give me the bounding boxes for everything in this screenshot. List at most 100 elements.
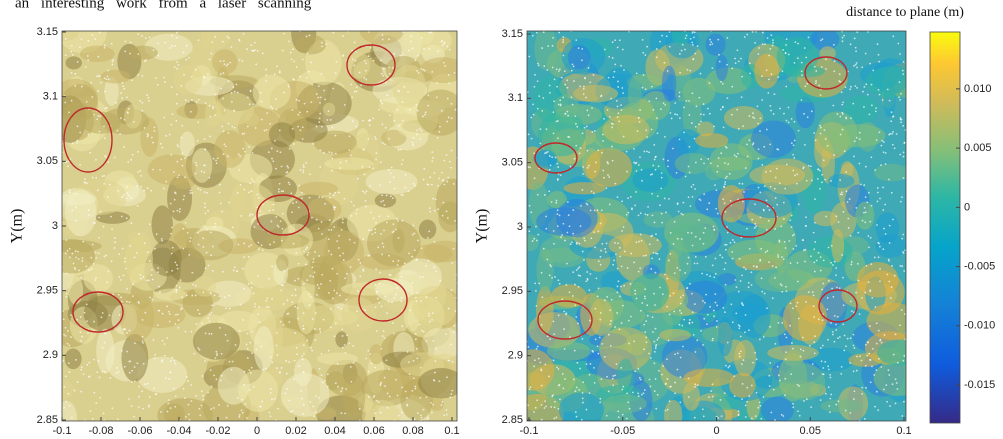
texture-dot xyxy=(375,284,377,286)
texture-dot xyxy=(231,92,233,94)
texture-dot xyxy=(186,376,188,378)
texture-dot xyxy=(116,367,118,369)
texture-dot xyxy=(539,362,541,364)
texture-dot xyxy=(275,216,277,218)
texture-dot xyxy=(791,215,793,217)
texture-dot xyxy=(310,347,312,349)
texture-dot xyxy=(178,175,180,177)
texture-dot xyxy=(293,143,295,145)
texture-dot xyxy=(737,153,739,155)
texture-dot xyxy=(179,287,181,289)
texture-dot xyxy=(294,280,296,282)
texture-dot xyxy=(266,297,268,299)
texture-dot xyxy=(120,92,122,94)
texture-dot xyxy=(185,59,187,61)
texture-dot xyxy=(446,121,448,123)
texture-dot xyxy=(186,45,188,47)
texture-dot xyxy=(902,70,904,72)
texture-dot xyxy=(243,243,245,245)
texture-blob xyxy=(68,276,83,304)
texture-dot xyxy=(574,350,576,352)
texture-dot xyxy=(365,70,367,72)
texture-dot xyxy=(392,223,394,225)
texture-dot xyxy=(578,274,580,276)
texture-dot xyxy=(621,389,623,391)
texture-dot xyxy=(763,396,765,398)
texture-dot xyxy=(659,258,661,260)
texture-dot xyxy=(818,252,820,254)
texture-dot xyxy=(646,341,648,343)
texture-dot xyxy=(869,359,871,361)
texture-dot xyxy=(211,53,213,55)
texture-dot xyxy=(748,286,750,288)
texture-dot xyxy=(431,160,433,162)
texture-dot xyxy=(724,211,726,213)
texture-dot xyxy=(564,378,566,380)
texture-dot xyxy=(696,105,698,107)
texture-dot xyxy=(892,219,894,221)
texture-dot xyxy=(102,347,104,349)
texture-dot xyxy=(779,241,781,243)
texture-dot xyxy=(784,188,786,190)
texture-dot xyxy=(554,78,556,80)
texture-dot xyxy=(680,312,682,314)
texture-dot xyxy=(623,69,625,71)
texture-dot xyxy=(757,407,759,409)
texture-dot xyxy=(861,297,863,299)
texture-dot xyxy=(598,287,600,289)
texture-dot xyxy=(558,368,560,370)
texture-dot xyxy=(726,244,728,246)
texture-dot xyxy=(850,86,852,88)
texture-dot xyxy=(579,266,581,268)
texture-dot xyxy=(363,149,365,151)
texture-dot xyxy=(549,338,551,340)
texture-dot xyxy=(287,167,289,169)
texture-dot xyxy=(240,304,242,306)
texture-dot xyxy=(875,306,877,308)
texture-dot xyxy=(246,417,248,419)
texture-dot xyxy=(889,242,891,244)
y-tick-label: 3.15 xyxy=(37,26,58,38)
texture-dot xyxy=(321,42,323,44)
texture-dot xyxy=(711,67,713,69)
x-tick-label: -0.05 xyxy=(610,425,635,437)
texture-dot xyxy=(841,91,843,93)
texture-dot xyxy=(663,158,665,160)
texture-dot xyxy=(260,346,262,348)
texture-dot xyxy=(306,35,308,37)
texture-dot xyxy=(99,211,101,213)
texture-dot xyxy=(845,190,847,192)
texture-dot xyxy=(586,110,588,112)
texture-dot xyxy=(840,134,842,136)
texture-dot xyxy=(144,242,146,244)
texture-dot xyxy=(687,263,689,265)
texture-dot xyxy=(450,167,452,169)
texture-dot xyxy=(766,129,768,131)
texture-dot xyxy=(286,388,288,390)
texture-dot xyxy=(878,61,880,63)
texture-dot xyxy=(125,268,127,270)
texture-dot xyxy=(880,145,882,147)
texture-dot xyxy=(597,295,599,297)
texture-dot xyxy=(530,386,532,388)
texture-dot xyxy=(363,77,365,79)
texture-dot xyxy=(579,153,581,155)
texture-dot xyxy=(401,276,403,278)
texture-dot xyxy=(580,225,582,227)
texture-dot xyxy=(768,55,770,57)
texture-dot xyxy=(299,76,301,78)
texture-dot xyxy=(772,297,774,299)
texture-dot xyxy=(242,60,244,62)
texture-dot xyxy=(121,97,123,99)
texture-dot xyxy=(382,242,384,244)
texture-dot xyxy=(303,328,305,330)
texture-dot xyxy=(410,35,412,37)
texture-dot xyxy=(677,352,679,354)
texture-dot xyxy=(581,419,583,421)
texture-dot xyxy=(810,255,812,257)
x-tick-label: -0.08 xyxy=(88,425,113,437)
texture-dot xyxy=(608,334,610,336)
texture-dot xyxy=(411,256,413,258)
texture-dot xyxy=(271,361,273,363)
texture-dot xyxy=(153,130,155,132)
